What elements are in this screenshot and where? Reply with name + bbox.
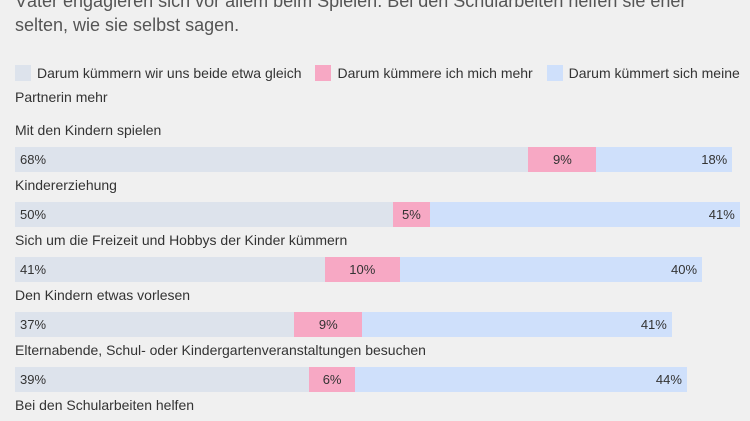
value-label: 41% <box>708 207 735 222</box>
value-label: 68% <box>20 152 47 167</box>
bar-segment <box>15 367 310 392</box>
bar-segment <box>400 257 703 282</box>
category-label: Mit den Kindern spielen <box>15 122 162 138</box>
category-label: Kindererziehung <box>15 177 117 193</box>
legend-item: Darum kümmern wir uns beide etwa gleich <box>15 65 305 81</box>
value-label: 9% <box>318 317 338 332</box>
bar-segment <box>309 367 355 392</box>
legend-swatch <box>546 65 563 81</box>
bar-segment <box>430 202 740 227</box>
category-label: Elternabende, Schul- oder Kindergartenve… <box>15 342 426 358</box>
legend-label: Darum kümmert sich meine Partnerin mehr <box>15 65 740 105</box>
category-label: Den Kindern etwas vorlesen <box>15 287 191 303</box>
value-label: 41% <box>640 317 667 332</box>
subtitle: Väter engagieren sich vor allem beim Spi… <box>15 0 687 35</box>
bar-segment <box>15 257 325 282</box>
legend-label: Darum kümmere ich mich mehr <box>337 65 533 81</box>
legend-item: Darum kümmert sich meine Partnerin mehr <box>15 65 740 105</box>
value-label: 41% <box>20 262 47 277</box>
value-label: 9% <box>552 152 572 167</box>
value-label: 40% <box>671 262 698 277</box>
legend-swatch <box>315 65 332 81</box>
bar-segment <box>528 147 597 172</box>
value-label: 6% <box>322 372 342 387</box>
bar-segment <box>354 367 687 392</box>
bar-segment <box>294 312 363 337</box>
bar-segment <box>15 312 295 337</box>
bar-segment <box>15 147 529 172</box>
value-label: 39% <box>20 372 47 387</box>
value-label: 10% <box>349 262 376 277</box>
bar-segment <box>15 202 393 227</box>
bar-segment <box>596 147 733 172</box>
value-label: 50% <box>20 207 47 222</box>
value-label: 18% <box>701 152 728 167</box>
legend-item: Darum kümmere ich mich mehr <box>315 65 536 81</box>
value-label: 5% <box>401 207 421 222</box>
value-label: 37% <box>20 317 47 332</box>
category-label: Bei den Schularbeiten helfen <box>15 397 195 413</box>
bar-segment <box>362 312 672 337</box>
value-label: 44% <box>655 372 682 387</box>
bar-segment <box>392 202 431 227</box>
legend-label: Darum kümmern wir uns beide etwa gleich <box>37 65 302 81</box>
category-label: Sich um die Freizeit und Hobbys der Kind… <box>15 232 348 248</box>
bar-segment <box>324 257 401 282</box>
legend-swatch <box>15 65 31 81</box>
legend: Darum kümmern wir uns beide etwa gleich … <box>15 61 740 109</box>
